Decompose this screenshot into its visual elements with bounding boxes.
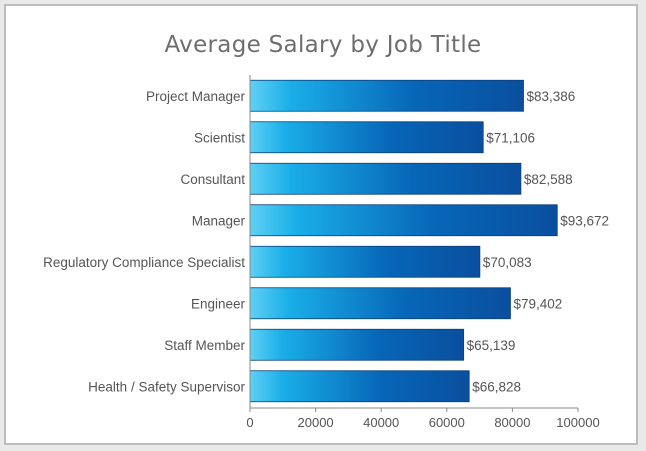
category-label: Manager (192, 213, 246, 228)
category-label: Regulatory Compliance Specialist (43, 255, 245, 270)
category-label: Staff Member (164, 338, 245, 353)
category-label: Engineer (191, 296, 246, 311)
category-label: Project Manager (146, 89, 246, 104)
category-label: Consultant (180, 172, 245, 187)
x-tick-label: 40000 (363, 415, 399, 430)
x-tick-label: 0 (246, 415, 253, 430)
bar-4 (249, 245, 481, 278)
bar-6 (249, 328, 465, 361)
bar-5 (249, 287, 511, 320)
x-tick-label: 80000 (494, 415, 530, 430)
value-label: $82,588 (524, 172, 573, 187)
bar-3 (249, 204, 558, 237)
bar-2 (249, 162, 522, 195)
value-label: $93,672 (560, 213, 609, 228)
category-label: Health / Safety Supervisor (88, 379, 245, 394)
value-label: $83,386 (527, 89, 576, 104)
bar-7 (249, 370, 470, 403)
x-tick-label: 20000 (298, 415, 334, 430)
bar-0 (249, 79, 524, 112)
category-label: Scientist (194, 130, 245, 145)
value-label: $79,402 (513, 296, 562, 311)
value-label: $65,139 (467, 338, 516, 353)
x-tick-label: 100000 (556, 415, 599, 430)
chart-title: Average Salary by Job Title (164, 32, 482, 58)
bar-1 (249, 121, 484, 154)
x-tick-label: 60000 (429, 415, 465, 430)
value-label: $66,828 (472, 379, 521, 394)
value-label: $71,106 (486, 130, 535, 145)
value-label: $70,083 (483, 255, 532, 270)
